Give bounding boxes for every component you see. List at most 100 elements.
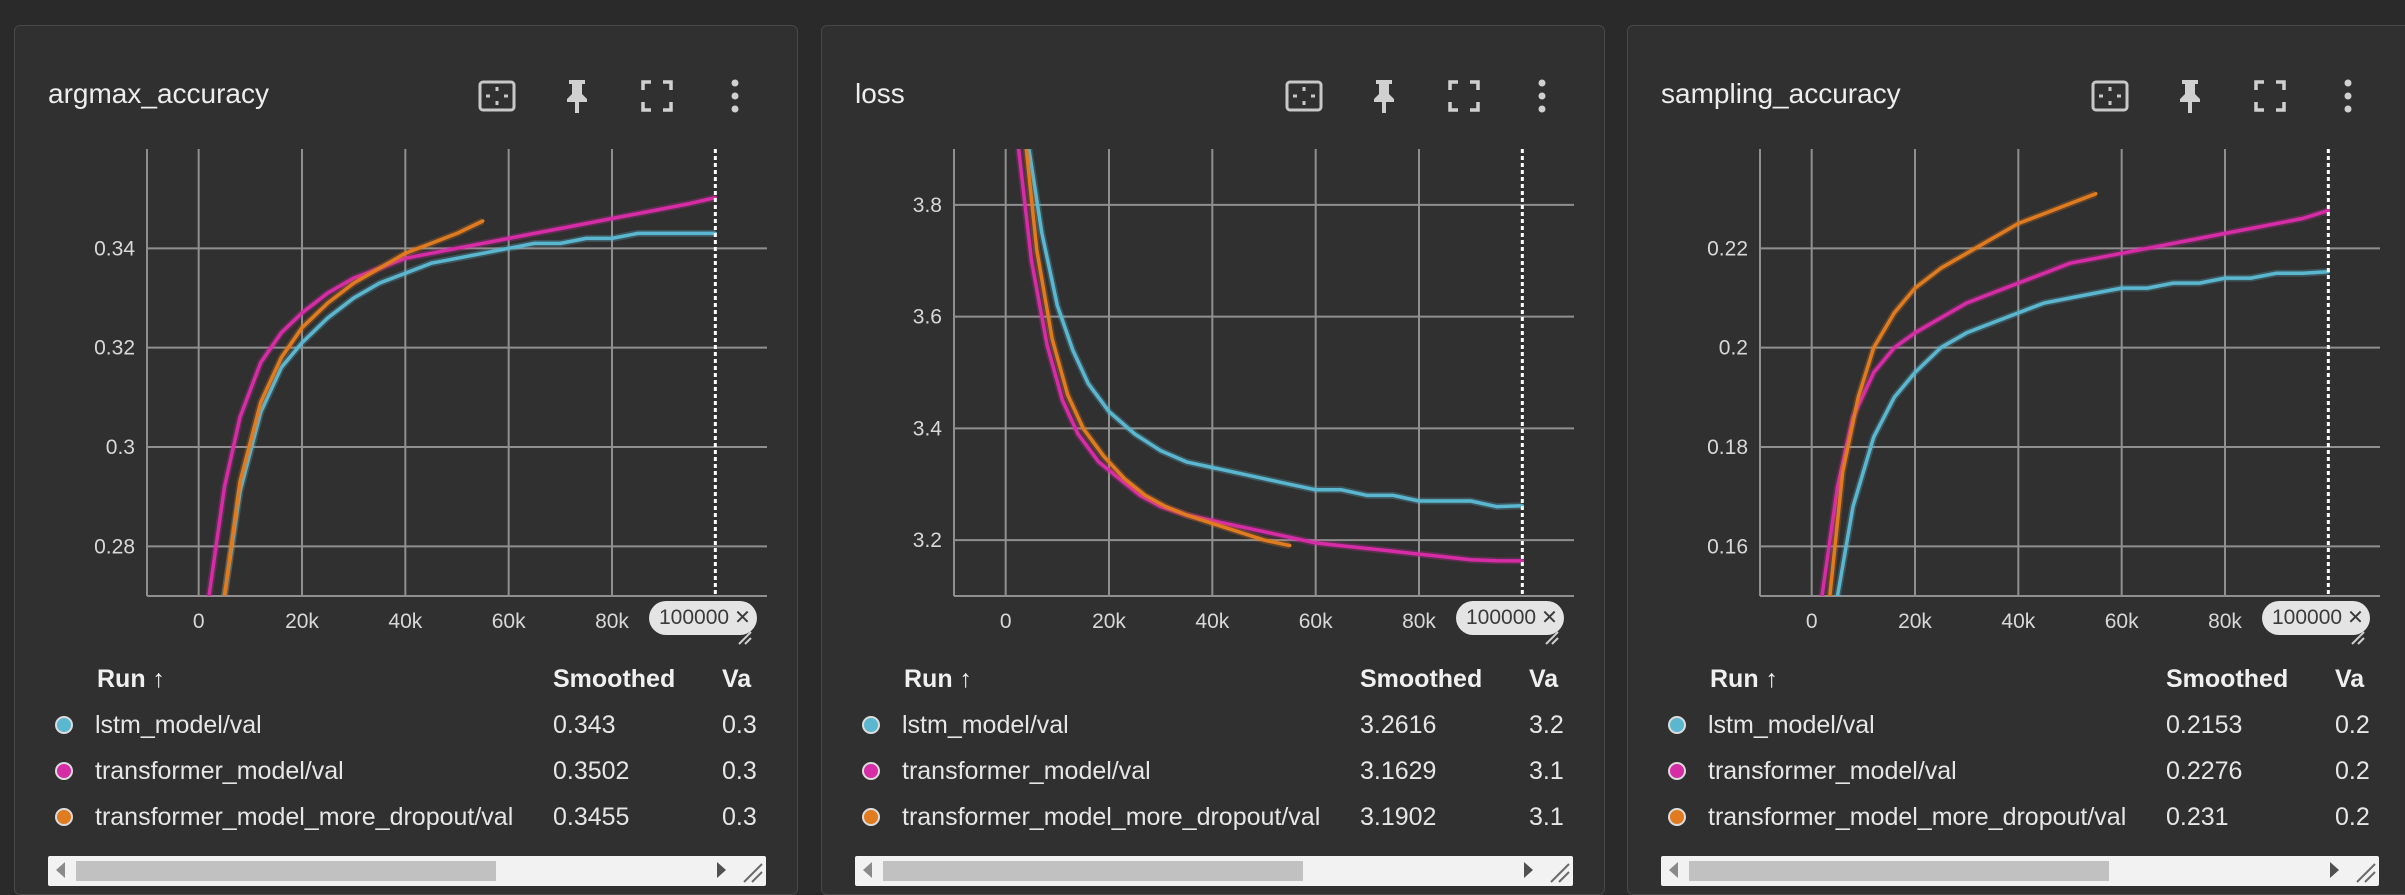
run-color-dot[interactable] bbox=[55, 808, 73, 826]
scroll-left-icon[interactable] bbox=[1669, 862, 1678, 878]
smoothed-value: 3.2616 bbox=[1360, 711, 1437, 739]
raw-value: 0.2 bbox=[2335, 803, 2370, 831]
table-row[interactable]: transformer_model/val 0.3502 0.3 bbox=[15, 749, 797, 795]
series-line[interactable] bbox=[1820, 208, 2331, 596]
x-tick-label: 20k bbox=[1092, 610, 1126, 633]
more-vert-icon bbox=[731, 79, 739, 113]
series-line[interactable] bbox=[222, 231, 718, 596]
smoothed-value: 0.2276 bbox=[2166, 757, 2243, 785]
series-raw-line bbox=[1022, 149, 1291, 550]
smoothed-column-header[interactable]: Smoothed bbox=[2166, 665, 2289, 693]
series-raw-line bbox=[221, 229, 716, 596]
table-row[interactable]: lstm_model/val 3.2616 3.2 bbox=[822, 703, 1604, 749]
horizontal-scrollbar[interactable] bbox=[855, 856, 1573, 886]
fit-domain-button[interactable] bbox=[1282, 74, 1326, 118]
horizontal-scrollbar[interactable] bbox=[48, 856, 766, 886]
line-chart[interactable]: 0 20k 40k 60k 80k 0.16 0.18 0.2 0.22 bbox=[1628, 121, 2405, 641]
close-icon[interactable]: ✕ bbox=[1541, 607, 1558, 629]
line-chart[interactable]: 0 20k 40k 60k 80k 3.2 3.4 3.6 3.8 bbox=[822, 121, 1605, 641]
run-name: transformer_model/val bbox=[1708, 757, 1957, 785]
table-row[interactable]: transformer_model_more_dropout/val 3.190… bbox=[822, 795, 1604, 841]
scroll-left-icon[interactable] bbox=[56, 862, 65, 878]
fullscreen-button[interactable] bbox=[1442, 74, 1486, 118]
scrollbar-thumb[interactable] bbox=[883, 861, 1303, 881]
x-tick-label: 80k bbox=[595, 610, 629, 633]
run-color-dot[interactable] bbox=[1668, 808, 1686, 826]
run-column-header[interactable]: Run ↑ bbox=[97, 665, 166, 693]
close-icon[interactable]: ✕ bbox=[734, 607, 751, 629]
run-color-dot[interactable] bbox=[1668, 762, 1686, 780]
more-options-button[interactable] bbox=[2326, 74, 2370, 118]
smoothed-value: 0.3502 bbox=[553, 757, 630, 785]
cursor-step-tag[interactable]: 100000 ✕ bbox=[649, 601, 757, 635]
raw-value: 3.1 bbox=[1529, 757, 1564, 785]
series-group bbox=[1015, 149, 1525, 565]
resize-grip-icon[interactable] bbox=[1545, 858, 1571, 884]
resize-handle-icon[interactable] bbox=[2350, 630, 2366, 646]
horizontal-scrollbar[interactable] bbox=[1661, 856, 2379, 886]
run-column-header[interactable]: Run ↑ bbox=[1710, 665, 1779, 693]
run-color-dot[interactable] bbox=[862, 716, 880, 734]
pin-button[interactable] bbox=[1362, 74, 1406, 118]
fit-domain-button[interactable] bbox=[2088, 74, 2132, 118]
resize-handle-icon[interactable] bbox=[737, 630, 753, 646]
run-color-dot[interactable] bbox=[55, 762, 73, 780]
run-color-dot[interactable] bbox=[862, 762, 880, 780]
smoothed-column-header[interactable]: Smoothed bbox=[1360, 665, 1483, 693]
close-icon[interactable]: ✕ bbox=[2347, 607, 2364, 629]
table-row[interactable]: transformer_model_more_dropout/val 0.345… bbox=[15, 795, 797, 841]
table-row[interactable]: transformer_model/val 0.2276 0.2 bbox=[1628, 749, 2405, 795]
run-color-dot[interactable] bbox=[1668, 716, 1686, 734]
scroll-left-icon[interactable] bbox=[863, 862, 872, 878]
x-tick-label: 60k bbox=[1299, 610, 1333, 633]
value-column-header[interactable]: Va bbox=[2335, 665, 2365, 693]
resize-handle-icon[interactable] bbox=[1544, 630, 1560, 646]
chart-card-argmax-accuracy: argmax_accuracy 0 20k 40k 60k 80k 0.28 0.3 0.32… bbox=[14, 25, 798, 895]
value-column-header[interactable]: Va bbox=[722, 665, 752, 693]
series-line[interactable] bbox=[1828, 191, 2098, 596]
series-line[interactable] bbox=[1027, 149, 1525, 509]
series-line[interactable] bbox=[1016, 149, 1525, 563]
x-tick-label: 20k bbox=[285, 610, 319, 633]
scroll-right-icon[interactable] bbox=[2330, 862, 2339, 878]
run-color-dot[interactable] bbox=[55, 716, 73, 734]
table-row[interactable]: lstm_model/val 0.343 0.3 bbox=[15, 703, 797, 749]
scrollbar-thumb[interactable] bbox=[1689, 861, 2109, 881]
series-line[interactable] bbox=[1024, 149, 1292, 548]
fit-domain-icon bbox=[1285, 80, 1323, 112]
fit-domain-button[interactable] bbox=[475, 74, 519, 118]
run-color-dot[interactable] bbox=[862, 808, 880, 826]
smoothed-value: 0.2153 bbox=[2166, 711, 2243, 739]
series-line[interactable] bbox=[1835, 269, 2331, 596]
more-vert-icon bbox=[1538, 79, 1546, 113]
more-options-button[interactable] bbox=[1520, 74, 1564, 118]
table-row[interactable]: transformer_model/val 3.1629 3.1 bbox=[822, 749, 1604, 795]
pin-button[interactable] bbox=[2168, 74, 2212, 118]
run-column-header[interactable]: Run ↑ bbox=[904, 665, 973, 693]
table-row[interactable]: lstm_model/val 0.2153 0.2 bbox=[1628, 703, 2405, 749]
y-tick-label: 0.18 bbox=[1707, 436, 1748, 459]
x-tick-label: 20k bbox=[1898, 610, 1932, 633]
line-chart[interactable]: 0 20k 40k 60k 80k 0.28 0.3 0.32 0.34 bbox=[15, 121, 798, 641]
scrollbar-thumb[interactable] bbox=[76, 861, 496, 881]
resize-grip-icon[interactable] bbox=[2351, 858, 2377, 884]
scroll-right-icon[interactable] bbox=[1524, 862, 1533, 878]
raw-value: 0.2 bbox=[2335, 757, 2370, 785]
cursor-step-tag[interactable]: 100000 ✕ bbox=[1456, 601, 1564, 635]
cursor-step-tag[interactable]: 100000 ✕ bbox=[2262, 601, 2370, 635]
fullscreen-icon bbox=[2254, 80, 2286, 112]
x-tick-label: 60k bbox=[492, 610, 526, 633]
series-line[interactable] bbox=[207, 195, 718, 596]
fullscreen-button[interactable] bbox=[635, 74, 679, 118]
y-tick-label: 0.28 bbox=[94, 535, 135, 558]
scroll-right-icon[interactable] bbox=[717, 862, 726, 878]
more-options-button[interactable] bbox=[713, 74, 757, 118]
series-line[interactable] bbox=[222, 219, 485, 596]
fullscreen-button[interactable] bbox=[2248, 74, 2292, 118]
smoothed-column-header[interactable]: Smoothed bbox=[553, 665, 676, 693]
table-row[interactable]: transformer_model_more_dropout/val 0.231… bbox=[1628, 795, 2405, 841]
pin-button[interactable] bbox=[555, 74, 599, 118]
resize-grip-icon[interactable] bbox=[738, 858, 764, 884]
more-vert-icon bbox=[2344, 79, 2352, 113]
value-column-header[interactable]: Va bbox=[1529, 665, 1559, 693]
